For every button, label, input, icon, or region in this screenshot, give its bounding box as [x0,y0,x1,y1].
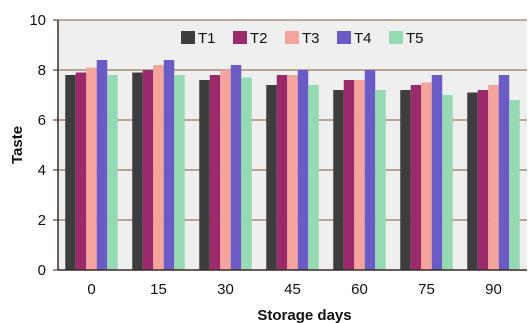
bar-t3-day-75 [421,82,432,270]
bar-t2-day-90 [477,90,489,270]
legend-label-t2: T2 [250,30,268,47]
x-tick-label: 0 [87,281,95,298]
bar-t4-day-75 [431,75,443,270]
bar-t1-day-30 [199,80,210,270]
bar-t3-day-15 [153,65,164,270]
legend-swatch-t3 [285,31,299,44]
bar-t5-day-45 [308,85,319,270]
bar-t5-day-15 [174,75,185,270]
y-tick-label: 10 [29,12,46,29]
x-tick-label: 45 [284,281,301,298]
bars [65,60,520,270]
bar-t4-day-0 [96,60,108,270]
x-tick-label: 75 [418,281,435,298]
y-axis-label: Taste [9,126,26,164]
bar-t5-day-30 [241,77,252,270]
bar-t3-day-30 [220,70,231,270]
legend: T1 T2 T3 T4 T5 [175,26,437,48]
bar-t2-day-45 [276,75,288,270]
bar-t3-day-60 [354,80,365,270]
bar-t1-day-75 [400,90,411,270]
bar-t3-day-90 [488,85,499,270]
legend-label-t1: T1 [198,30,216,47]
x-tick-label: 60 [351,281,368,298]
y-tick-labels: 0 2 4 6 8 10 [29,12,58,279]
bar-t2-day-15 [142,70,154,270]
legend-swatch-t2 [233,31,247,44]
bar-t4-day-60 [364,70,376,270]
x-tick-label: 90 [485,281,502,298]
y-tick-label: 2 [38,212,46,229]
y-tick-label: 6 [38,112,46,129]
legend-label-t5: T5 [406,30,424,47]
y-tick-label: 8 [38,62,46,79]
bar-t5-day-90 [509,100,520,270]
bar-t1-day-45 [266,85,277,270]
bar-t1-day-60 [333,90,344,270]
bar-t2-day-30 [209,75,221,270]
legend-label-t3: T3 [302,30,320,47]
bar-t3-day-45 [287,75,298,270]
bar-t2-day-75 [410,85,422,270]
bar-t4-day-15 [163,60,175,270]
y-tick-label: 0 [38,262,46,279]
x-axis-label: Storage days [257,307,351,323]
x-tick-label: 30 [217,281,234,298]
legend-swatch-t5 [389,31,403,44]
bar-t4-day-45 [297,70,309,270]
bar-t3-day-0 [86,67,97,270]
y-tick-label: 4 [38,162,46,179]
bar-t4-day-90 [498,75,510,270]
bar-t5-day-75 [442,95,453,270]
bar-t1-day-90 [467,92,478,270]
legend-swatch-t4 [337,31,351,44]
bar-t2-day-60 [343,80,355,270]
bar-t2-day-0 [75,72,87,270]
bar-t5-day-0 [107,75,118,270]
bar-t1-day-0 [65,75,76,270]
x-tick-labels: 0 15 30 45 60 75 90 [87,281,502,298]
bar-t5-day-60 [375,90,386,270]
legend-swatch-t1 [181,31,195,44]
bar-t1-day-15 [132,72,143,270]
x-tick-label: 15 [150,281,167,298]
bar-t4-day-30 [230,65,242,270]
legend-label-t4: T4 [354,30,372,47]
